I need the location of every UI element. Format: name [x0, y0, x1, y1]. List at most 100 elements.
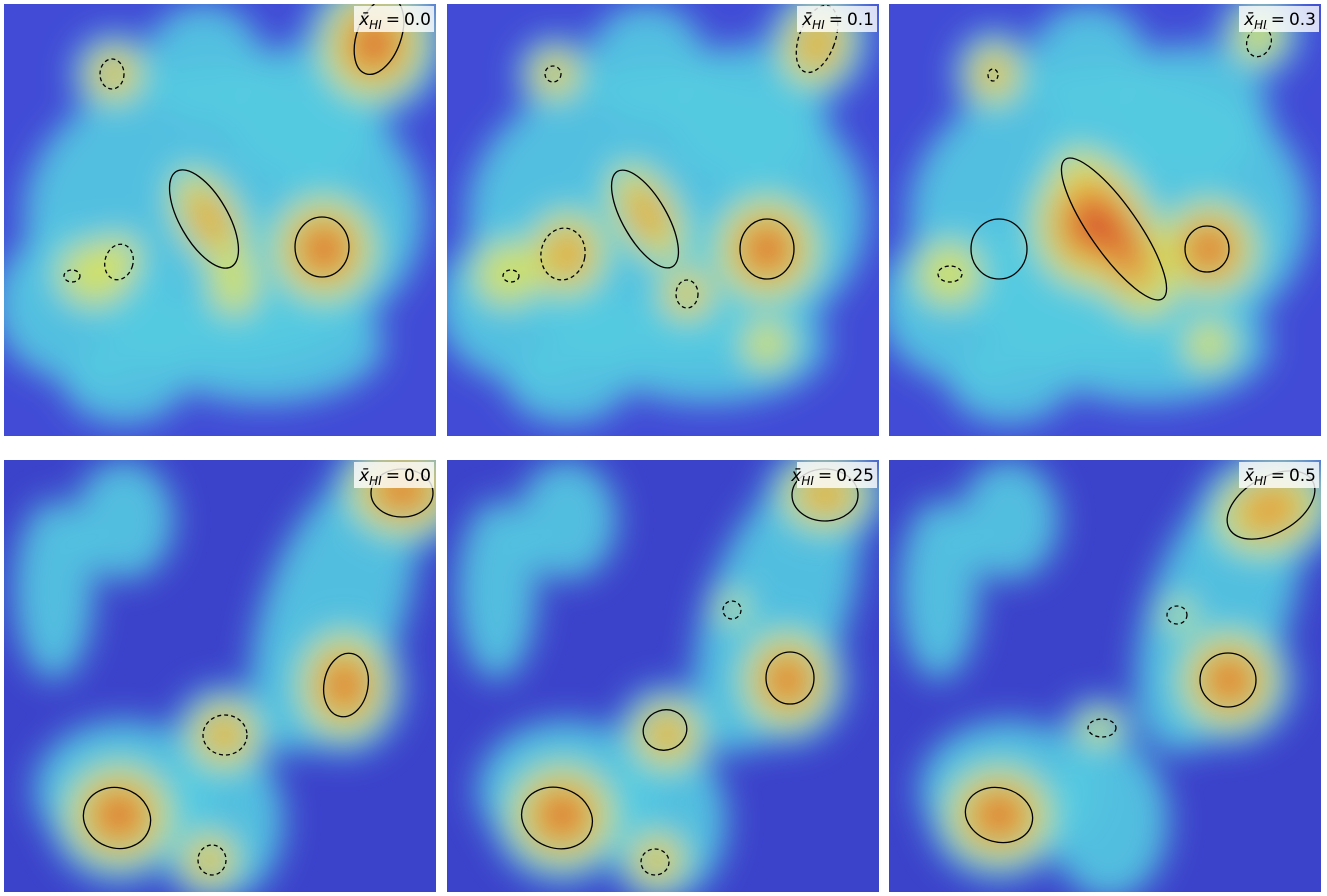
panel-content [447, 4, 879, 436]
contour [520, 786, 594, 850]
label-relation: = [829, 10, 843, 30]
contour [1166, 605, 1188, 625]
label-box [354, 6, 434, 32]
density-blob [101, 61, 127, 87]
panel-content [4, 4, 436, 436]
panel-label: x̄HI = 0.25 [790, 466, 874, 488]
contour [640, 848, 670, 876]
label-box [797, 462, 877, 488]
panel-content [4, 460, 436, 892]
contour [1199, 652, 1257, 708]
panel-content [889, 460, 1321, 892]
label-symbol: x̄ [790, 466, 802, 486]
density-blob [743, 320, 791, 368]
density-blob [1239, 486, 1299, 534]
density-blob [14, 500, 94, 680]
contour [739, 218, 795, 280]
density-blob [547, 231, 587, 277]
density-blob [196, 847, 222, 873]
heatmap-panel: x̄HI = 0.25 [447, 460, 879, 892]
label-relation: = [386, 466, 400, 486]
label-symbol: x̄ [358, 466, 370, 486]
density-blob [675, 282, 699, 306]
panel-label: x̄HI = 0.0 [358, 466, 431, 488]
label-value: 0.25 [836, 466, 874, 486]
contour [63, 269, 81, 283]
label-box [1239, 6, 1319, 32]
density-blob [360, 28, 388, 60]
contour [104, 243, 134, 281]
density-blob [1095, 205, 1133, 263]
contour [168, 169, 240, 269]
density-blob [754, 235, 780, 263]
panel-content [447, 460, 879, 892]
contour [540, 227, 586, 281]
shade [4, 4, 436, 436]
density-blob [627, 186, 667, 242]
density-blob [1109, 44, 1269, 184]
density-blob [457, 500, 537, 680]
density-blob [899, 500, 979, 680]
panel-label: x̄HI = 0.0 [358, 10, 431, 32]
label-box [1239, 462, 1319, 488]
density-blob [650, 718, 684, 752]
label-relation: = [1271, 10, 1285, 30]
density-blob [1079, 712, 1119, 744]
density-blob [58, 242, 130, 306]
contour [964, 786, 1034, 844]
density-blob [799, 22, 835, 66]
density-blob [475, 242, 539, 306]
label-box [354, 462, 434, 488]
label-symbol: x̄ [801, 10, 813, 30]
shade [889, 4, 1321, 436]
label-relation: = [818, 466, 832, 486]
label-subscript: HI [812, 18, 825, 32]
label-value: 0.5 [1289, 466, 1316, 486]
density-blob [548, 802, 576, 828]
contour [642, 709, 688, 751]
contour [970, 218, 1028, 280]
label-value: 0.3 [1289, 10, 1316, 30]
density-blob [1029, 4, 1149, 124]
density-blob [985, 803, 1013, 827]
heatmap-panel: x̄HI = 0.3 [889, 4, 1321, 436]
heatmap-panel: x̄HI = 0.5 [889, 460, 1321, 892]
contour [322, 652, 370, 718]
contour [722, 600, 742, 620]
panel-content [889, 4, 1321, 436]
contour [202, 714, 248, 756]
contour [197, 844, 227, 876]
heatmap-panel: x̄HI = 0.1 [447, 4, 879, 436]
contour [937, 265, 963, 283]
density-blob [644, 847, 670, 873]
contour [610, 169, 680, 269]
label-subscript: HI [801, 474, 814, 488]
density [889, 4, 1309, 424]
density-blob [1217, 668, 1241, 692]
density-blob [507, 344, 627, 424]
density-blob [544, 63, 566, 85]
density-blob [1185, 320, 1233, 368]
density-blob [1164, 600, 1194, 630]
density-blob [1049, 740, 1169, 892]
label-symbol: x̄ [358, 10, 370, 30]
density-blob [207, 718, 241, 752]
density-blob [311, 235, 337, 263]
contour [82, 786, 152, 850]
contour [1087, 718, 1117, 738]
density [899, 460, 1321, 892]
density-blob [1197, 237, 1221, 261]
label-box [797, 6, 877, 32]
density-blob [105, 802, 133, 828]
label-symbol: x̄ [1243, 10, 1255, 30]
label-relation: = [386, 10, 400, 30]
label-value: 0.0 [404, 10, 431, 30]
density-blob [64, 344, 184, 424]
density-blob [333, 671, 355, 699]
density-blob [959, 460, 1059, 580]
contour [987, 68, 999, 82]
density-blob [74, 460, 174, 580]
density-blob [917, 242, 981, 306]
label-subscript: HI [1254, 474, 1267, 488]
